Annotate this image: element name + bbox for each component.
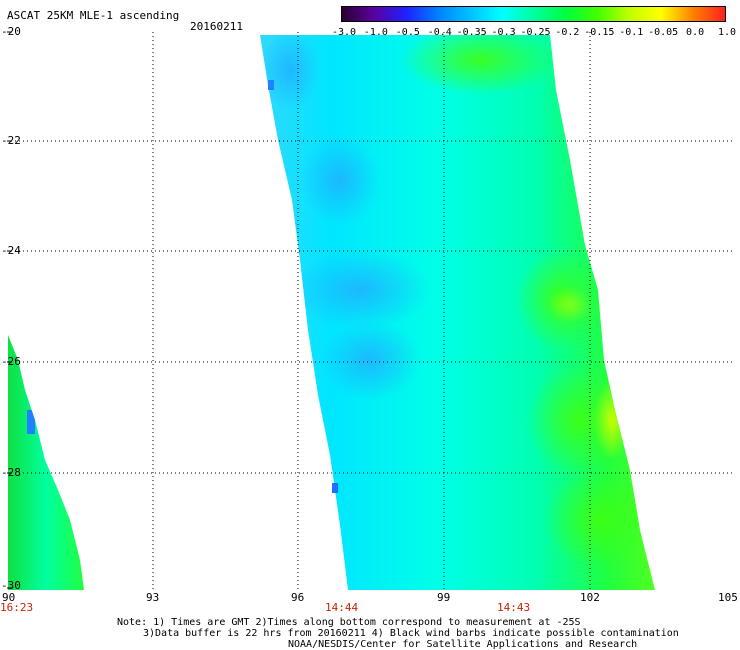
- lat-lon-grid: [7, 32, 733, 590]
- colorbar-label: -0.05: [648, 27, 679, 38]
- colorbar-label: -0.15: [584, 27, 615, 38]
- colorbar-label: -0.35: [456, 27, 487, 38]
- time-label: 14:44: [325, 601, 359, 614]
- main-swath: [260, 35, 655, 590]
- time-label: 16:23: [0, 601, 34, 614]
- colorbar-label: -0.5: [395, 27, 420, 38]
- x-tick-label: 96: [291, 591, 305, 604]
- colorbar-label: -0.2: [555, 27, 580, 38]
- colorbar: [341, 6, 726, 22]
- colorbar-label: -0.25: [520, 27, 551, 38]
- x-tick-label: 102: [580, 591, 600, 604]
- colorbar-labels: -3.0 -1.0 -0.5 -0.4 -0.35 -0.3 -0.25 -0.…: [330, 27, 736, 39]
- left-swath: [8, 335, 84, 590]
- y-tick-label: -20: [1, 25, 21, 38]
- colorbar-label: 1.0: [717, 27, 737, 38]
- colorbar-label: -0.1: [619, 27, 644, 38]
- x-tick-label: 99: [437, 591, 451, 604]
- y-tick-label: -28: [1, 466, 21, 479]
- colorbar-label: -1.0: [363, 27, 388, 38]
- note-line-3: NOAA/NESDIS/Center for Satellite Applica…: [288, 639, 638, 650]
- y-tick-label: -26: [1, 355, 21, 368]
- x-tick-label: 105: [718, 591, 738, 604]
- note-line-2: 3)Data buffer is 22 hrs from 20160211 4)…: [143, 628, 679, 639]
- x-tick-label: 90: [2, 591, 16, 604]
- y-tick-label: -24: [1, 244, 21, 257]
- colorbar-label: -0.4: [427, 27, 452, 38]
- y-tick-label: -22: [1, 134, 21, 147]
- map-title: ASCAT 25KM MLE-1 ascending: [7, 9, 180, 22]
- note-line-1: Note: 1) Times are GMT 2)Times along bot…: [117, 617, 581, 628]
- colorbar-label: -3.0: [331, 27, 357, 38]
- time-label: 14:43: [497, 601, 531, 614]
- y-tick-label: -30: [1, 579, 21, 592]
- colorbar-label: -0.3: [491, 27, 516, 38]
- x-tick-label: 93: [146, 591, 160, 604]
- map-date: 20160211: [190, 20, 243, 33]
- colorbar-label: 0.0: [686, 27, 705, 38]
- axis-ticks: [7, 31, 12, 589]
